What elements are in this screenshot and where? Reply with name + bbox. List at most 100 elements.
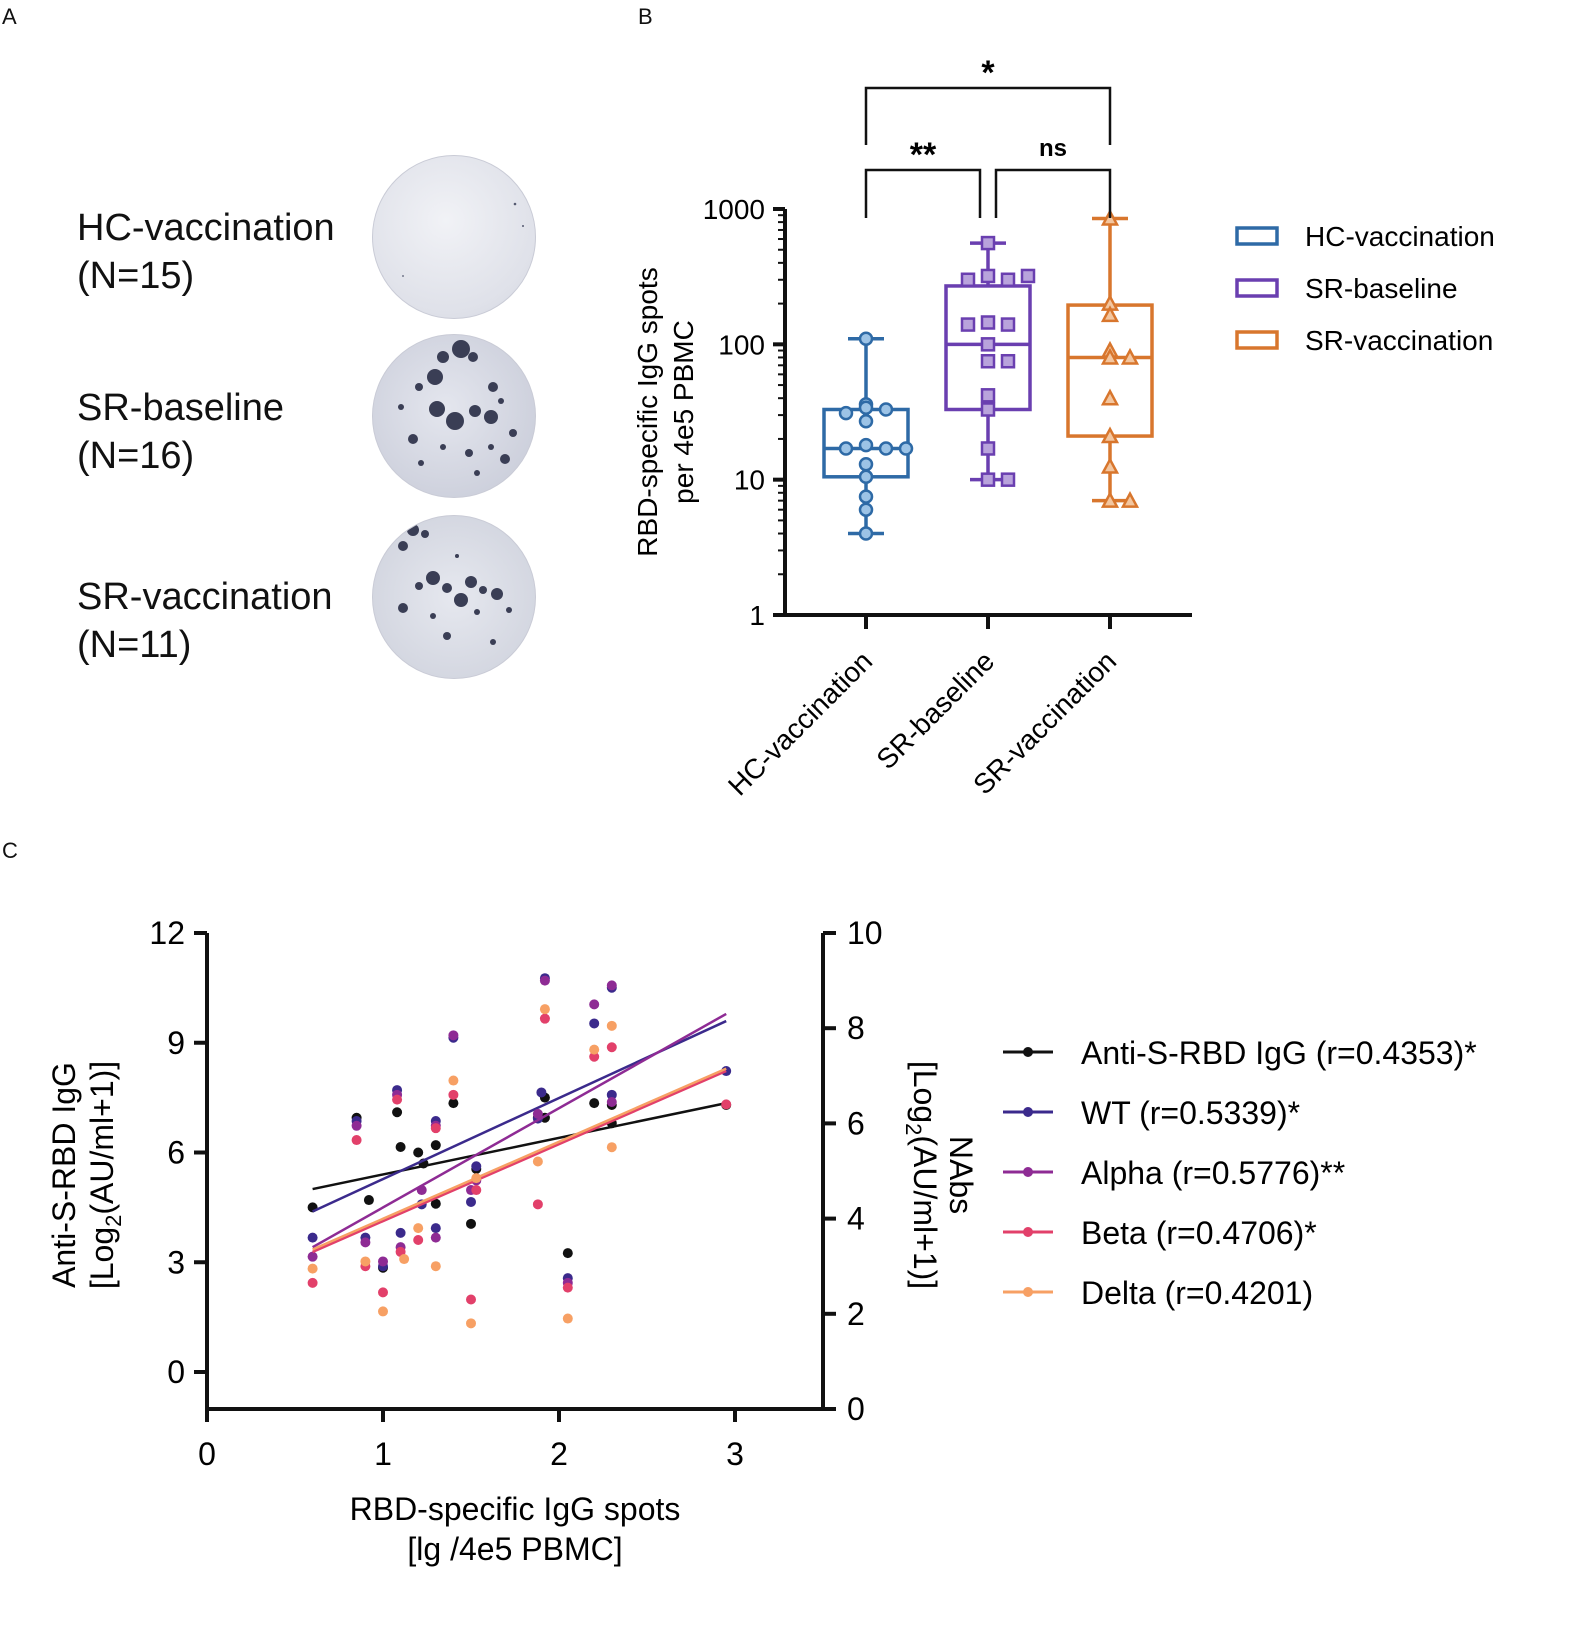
c-data-point — [351, 1120, 362, 1131]
well-count: (N=15) — [77, 255, 195, 297]
b-data-point — [1020, 268, 1036, 284]
c-data-point — [378, 1262, 388, 1273]
c-fit-line — [312, 1069, 727, 1254]
c-data-point — [351, 1135, 362, 1146]
well-count: (N=16) — [77, 435, 195, 477]
c-data-point — [307, 1251, 318, 1262]
c-legend-label: Alpha (r=0.5776)** — [1081, 1155, 1345, 1191]
b-data-point — [858, 414, 874, 429]
well-label-hc-vaccination: HC-vaccination (N=15) — [77, 204, 335, 300]
c-legend-item: Beta (r=0.4706)* — [1003, 1215, 1317, 1251]
c-ylabel-line1: Anti-S-RBD IgG — [46, 1062, 82, 1288]
c-data-point — [606, 1020, 617, 1031]
c-data-point — [589, 999, 600, 1010]
c-ylabel-line2: [Log2(AU/ml+1)] — [84, 1061, 126, 1289]
c-data-point — [562, 1248, 573, 1259]
c-data-point — [539, 1092, 550, 1103]
c-data-point — [562, 1273, 573, 1284]
c-data-point — [532, 1108, 543, 1119]
c-data-point — [466, 1318, 476, 1329]
c-data-point — [418, 1158, 429, 1169]
c-x-tick-label: 1 — [374, 1436, 392, 1472]
b-data-point — [980, 472, 996, 487]
c-data-point — [606, 1142, 617, 1153]
b-data-point — [878, 402, 894, 417]
c-y2-tick-label: 6 — [847, 1105, 865, 1141]
c-legend-label: Anti-S-RBD IgG (r=0.4353)* — [1081, 1035, 1477, 1071]
b-data-point — [1100, 305, 1120, 323]
c-data-point — [430, 1232, 441, 1243]
c-data-point — [430, 1123, 441, 1134]
b-legend-label: HC-vaccination — [1305, 221, 1495, 252]
b-x-tick-label: HC-vaccination — [722, 645, 878, 801]
c-data-point — [413, 1223, 424, 1234]
c-data-point — [363, 1195, 374, 1206]
b-y-tick-label: 1000 — [703, 194, 765, 225]
c-data-point — [395, 1227, 406, 1238]
well-label-sr-vaccination: SR-vaccination (N=11) — [77, 573, 333, 669]
c-fit-line — [312, 1101, 727, 1191]
c-data-point — [606, 1096, 617, 1107]
b-y-tick-label: 100 — [718, 329, 765, 360]
c-data-point — [606, 1089, 617, 1100]
c-y2label-line1: NAbs — [943, 1136, 979, 1214]
c-legend-marker — [1023, 1227, 1033, 1237]
b-data-point — [1120, 347, 1140, 365]
c-data-point — [307, 1277, 318, 1288]
c-legend-item: Alpha (r=0.5776)** — [1003, 1155, 1345, 1191]
c-data-point — [471, 1161, 482, 1172]
b-data-point — [980, 441, 996, 456]
b-significance-bracket — [864, 86, 1112, 145]
well-count: (N=11) — [77, 624, 192, 666]
b-data-point — [858, 331, 874, 346]
c-data-point — [392, 1085, 403, 1096]
c-data-point — [606, 1042, 617, 1053]
c-legend-item: WT (r=0.5339)* — [1003, 1095, 1300, 1131]
c-data-point — [430, 1223, 441, 1234]
c-y2-tick-label: 10 — [847, 915, 883, 951]
c-data-point — [351, 1116, 362, 1127]
c-data-point — [351, 1112, 362, 1123]
c-data-point — [589, 1098, 600, 1109]
c-data-point — [539, 1112, 550, 1123]
c-series-2 — [307, 973, 732, 1284]
b-significance-label: * — [981, 54, 995, 92]
c-y-tick-label: 3 — [167, 1244, 185, 1280]
c-y2label-line2: [Log2(AU/ml+1)] — [901, 1061, 943, 1289]
c-legend-item: Anti-S-RBD IgG (r=0.4353)* — [1003, 1035, 1477, 1071]
c-legend-marker — [1023, 1047, 1033, 1057]
c-series-4 — [307, 1013, 732, 1305]
b-iqr-box — [1066, 303, 1154, 438]
c-x-tick-label: 3 — [726, 1436, 744, 1472]
b-box-2 — [944, 235, 1036, 487]
b-data-point — [1100, 490, 1120, 508]
well-image-hc-vaccination — [372, 155, 536, 319]
c-data-point — [360, 1237, 371, 1248]
c-legend-item: Delta (r=0.4201) — [1003, 1275, 1313, 1311]
c-data-point — [539, 973, 550, 984]
c-data-point — [606, 1099, 617, 1110]
c-y2-tick-label: 2 — [847, 1296, 865, 1332]
c-y-tick-label: 0 — [167, 1354, 185, 1390]
c-data-point — [360, 1232, 371, 1243]
b-data-point — [878, 441, 894, 456]
c-data-point — [471, 1185, 482, 1196]
c-y-tick-label: 12 — [149, 915, 185, 951]
c-y-tick-label: 9 — [167, 1025, 185, 1061]
c-data-point — [448, 1089, 459, 1100]
c-data-point — [466, 1185, 476, 1196]
b-ylabel-line1: RBD-specific IgG spots — [632, 267, 663, 556]
b-significance-bracket — [994, 168, 1112, 218]
c-data-point — [395, 1142, 406, 1153]
b-legend-item: SR-vaccination — [1235, 325, 1493, 356]
c-data-point — [448, 1030, 459, 1041]
c-data-point — [430, 1198, 441, 1209]
c-data-point — [360, 1256, 371, 1267]
b-data-point — [898, 441, 914, 456]
b-data-point — [980, 235, 996, 251]
b-data-point — [960, 272, 976, 288]
b-significance-label: ** — [910, 136, 937, 174]
c-data-point — [721, 1099, 732, 1110]
panel-letter-c: C — [2, 838, 18, 863]
c-data-point — [532, 1156, 543, 1167]
